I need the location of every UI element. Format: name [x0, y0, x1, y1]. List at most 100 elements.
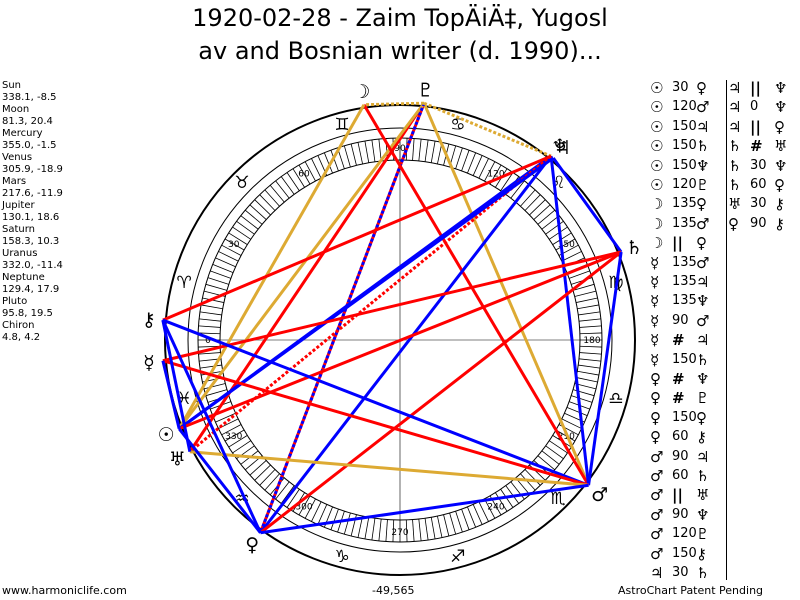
degree-tick: [232, 226, 251, 240]
degree-tick: [575, 377, 598, 383]
aspect-planet-1: ♀: [650, 428, 661, 447]
degree-tick: [275, 481, 290, 500]
aspect-planet-2: ♄: [696, 350, 710, 369]
aspect-planet-2: ♀: [774, 176, 785, 194]
planet-glyph: ♅: [169, 448, 186, 470]
degree-tick: [430, 517, 436, 540]
aspect-angle: 120: [672, 99, 697, 115]
degree-tick: [212, 263, 234, 273]
aspect-angle: 135: [672, 293, 697, 309]
degree-tick: [579, 325, 602, 328]
degree-tick: [572, 389, 595, 397]
aspect-planet-2: ♇: [696, 525, 710, 544]
chart-title: 1920-02-28 - Zaim TopÄiÄ‡, Yugosl av and…: [0, 2, 800, 68]
degree-tick: [449, 512, 457, 535]
degree-tick: [198, 325, 221, 328]
aspect-angle: 30: [750, 196, 767, 212]
degree-tick: [443, 514, 450, 537]
degree-tick: [343, 145, 351, 168]
degree-tick: [215, 257, 236, 268]
degree-tick: [467, 506, 477, 528]
aspect-angle: #: [672, 389, 685, 408]
aspect-planet-1: ☿: [650, 331, 660, 350]
aspect-planet-1: ☽: [650, 195, 664, 214]
aspect-line: [188, 154, 553, 453]
planet-position-neptune: 129.4, 17.9: [2, 284, 60, 295]
degree-tick: [549, 440, 568, 454]
degree-tick: [484, 161, 496, 182]
aspect-angle: ||: [672, 234, 683, 253]
aspect-line: [162, 318, 590, 487]
degree-tick: [228, 232, 248, 245]
aspect-line: [178, 156, 555, 430]
degree-tick: [577, 370, 600, 376]
degree-tick: [418, 139, 422, 162]
aspect-planet-2: ⚷: [696, 428, 707, 447]
degree-label: 60: [298, 170, 310, 180]
degree-tick: [385, 519, 388, 542]
degree-tick: [572, 283, 595, 291]
degree-tick: [259, 469, 276, 486]
zodiac-sign: ♉: [234, 173, 249, 193]
aspect-planet-1: ☽: [650, 214, 664, 233]
aspect-planet-2: ♃: [696, 447, 710, 466]
aspect-line: [552, 157, 623, 253]
aspect-angle: 0: [750, 99, 759, 115]
degree-tick: [200, 304, 223, 310]
planet-name-chiron: Chiron: [2, 320, 35, 331]
aspect-row: ☉ 150 ♆: [650, 156, 726, 176]
title-line-2: av and Bosnian writer (d. 1990)...: [198, 37, 602, 65]
sign-ring-inner: [187, 127, 613, 553]
aspect-planet-1: ♅: [728, 195, 742, 214]
degree-tick: [455, 147, 463, 169]
aspect-planet-2: ♄: [696, 467, 710, 485]
degree-tick: [371, 139, 376, 162]
aspect-line: [161, 319, 262, 534]
aspect-planet-2: ♂: [696, 311, 710, 330]
aspect-row: ♃ || ♀: [728, 117, 800, 137]
degree-tick: [478, 158, 489, 179]
planet-name-mercury: Mercury: [2, 128, 43, 139]
degree-tick: [430, 140, 436, 163]
aspect-planet-1: ☉: [650, 156, 664, 175]
degree-tick: [578, 311, 601, 316]
degree-tick: [357, 142, 363, 165]
aspect-planet-1: ♂: [650, 505, 664, 524]
degree-tick: [264, 473, 280, 491]
aspect-angle: 60: [750, 177, 767, 192]
aspect-line: [161, 319, 192, 453]
planet-position-chiron: 4.8, 4.2: [2, 332, 41, 343]
aspect-planet-2: ♅: [696, 486, 710, 505]
aspect-row: ☽ 135 ♀: [650, 194, 726, 214]
degree-tick: [205, 389, 228, 397]
degree-tick: [545, 445, 564, 460]
planet-position-moon: 81.3, 20.4: [2, 116, 53, 127]
aspect-line: [162, 250, 622, 363]
degree-tick: [198, 345, 221, 348]
degree-label: 300: [295, 502, 312, 512]
zodiac-sign: ♊: [335, 115, 350, 135]
degree-tick: [236, 220, 255, 235]
degree-tick: [510, 180, 525, 199]
aspect-row: ♀ 150 ♀: [650, 408, 726, 428]
degree-label: 330: [225, 432, 242, 442]
aspect-angle: ||: [672, 486, 683, 505]
aspect-angle: 135: [672, 274, 697, 289]
aspect-planet-1: ☉: [650, 117, 664, 136]
degree-tick: [286, 172, 300, 191]
aspect-planet-1: ☉: [650, 98, 664, 117]
degree-tick: [520, 189, 536, 207]
chart-number: -49,565: [372, 584, 415, 597]
aspect-line: [259, 102, 426, 534]
degree-tick: [541, 450, 560, 465]
degree-label: 120: [487, 170, 504, 180]
aspect-planet-1: ♀: [728, 214, 739, 233]
aspect-row: ☉ 150 ♃: [650, 117, 726, 137]
planet-glyph: ♂: [591, 484, 608, 506]
degree-tick: [484, 498, 496, 519]
aspect-planet-1: ♃: [728, 98, 742, 117]
planet-glyph: ♆: [551, 135, 568, 157]
aspect-planet-1: ♂: [650, 525, 664, 544]
degree-tick: [378, 518, 382, 541]
degree-tick: [541, 215, 560, 230]
